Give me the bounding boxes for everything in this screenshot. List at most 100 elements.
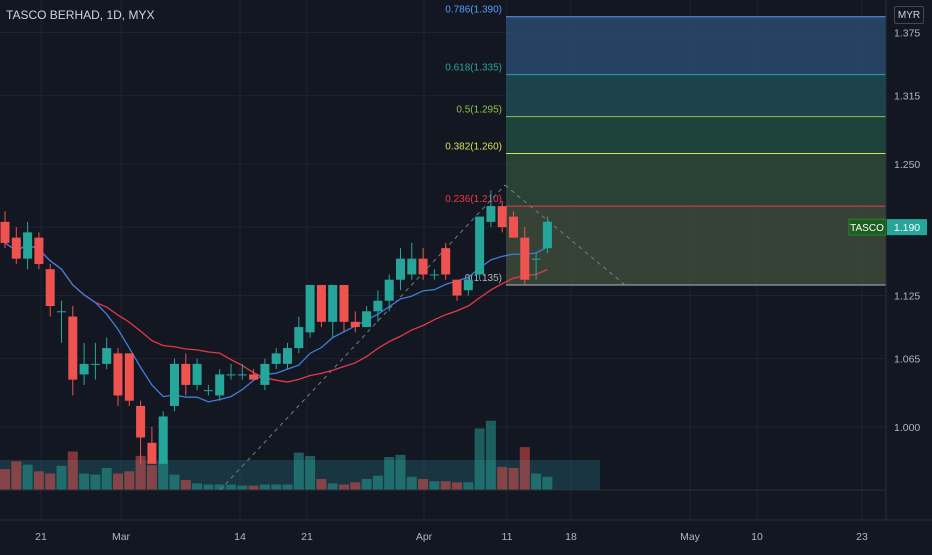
candle-body [68, 316, 78, 380]
y-tick-label: 1.250 [894, 159, 920, 171]
candle-body [226, 374, 236, 376]
candle-body [237, 374, 247, 376]
candle-body [11, 237, 21, 259]
volume-bar [316, 479, 327, 490]
volume-bar [192, 483, 203, 490]
fib-zone [506, 74, 886, 117]
volume-bar [282, 484, 293, 490]
volume-bar [429, 481, 440, 490]
candle-body [441, 248, 451, 275]
volume-bar [508, 468, 519, 490]
volume-bar [203, 484, 214, 490]
x-tick-label: 14 [234, 531, 246, 543]
candle-body [90, 363, 100, 365]
candle-body [384, 279, 394, 301]
y-tick-label: 1.315 [894, 91, 920, 103]
volume-bar [169, 474, 180, 490]
volume-bar [67, 451, 78, 490]
volume-bar [79, 473, 90, 490]
volume-bar [45, 473, 56, 490]
candle-body [215, 374, 225, 396]
candle-body [0, 221, 10, 243]
y-tick-label: 1.375 [894, 28, 920, 40]
trend-line [504, 184, 626, 286]
chart-title: TASCO BERHAD, 1D, MYX [6, 8, 155, 22]
candle-body [249, 374, 259, 380]
fib-zone [506, 206, 886, 285]
volume-bar [531, 473, 542, 490]
volume-bar [361, 479, 372, 490]
volume-bar [463, 482, 474, 490]
candle-body [57, 311, 66, 313]
candle-body [181, 363, 191, 385]
candle-body [373, 300, 383, 312]
symbol-tag [848, 218, 887, 236]
volume-bar [384, 457, 395, 490]
volume-bar [237, 485, 248, 490]
candle-body [136, 405, 146, 438]
x-tick-label: 18 [565, 531, 577, 543]
candle-body [147, 442, 157, 464]
y-tick-label: 1.125 [894, 291, 920, 303]
candle-body [520, 237, 530, 280]
volume-bar [101, 468, 112, 490]
candle-body [486, 206, 496, 222]
volume-bar [22, 464, 33, 490]
fib-level-label: 0(1.135) [465, 273, 502, 284]
fib-level-label: 0.382(1.260) [445, 141, 502, 152]
volume-bar [259, 484, 270, 490]
volume-bar [214, 484, 225, 490]
x-tick-label: May [680, 531, 701, 543]
volume-bar [474, 428, 485, 490]
volume-bar [11, 461, 22, 490]
fib-zone [506, 116, 886, 154]
volume-bar [158, 462, 169, 490]
volume-bar [519, 447, 530, 490]
candle-body [350, 321, 360, 328]
candle-body [418, 258, 428, 275]
candle-body [34, 237, 44, 264]
candle-body [271, 353, 281, 364]
currency-button[interactable]: MYR [894, 6, 924, 24]
volume-bar [146, 465, 157, 490]
candle-body [170, 363, 179, 406]
candle-body [283, 348, 292, 364]
volume-bar [135, 455, 146, 490]
x-tick-label: Apr [416, 531, 433, 543]
x-tick-label: 21 [301, 531, 313, 543]
candle-body [475, 216, 485, 275]
volume-bar [0, 469, 10, 490]
volume-bar [440, 481, 451, 490]
volume-bar [180, 480, 191, 490]
candle-body [542, 221, 552, 249]
volume-bar [90, 474, 101, 490]
volume-bar [33, 471, 44, 490]
y-tick-label: 1.065 [894, 354, 920, 366]
candle-body [45, 269, 55, 307]
x-tick-label: 11 [502, 531, 513, 543]
volume-bar [395, 454, 406, 490]
candle-body [23, 232, 33, 259]
candle-body [396, 258, 405, 280]
volume-bar [305, 455, 316, 490]
candle-body [362, 311, 372, 328]
candle-body [124, 353, 134, 401]
symbol-tag-label: TASCO [850, 223, 884, 234]
volume-bar [293, 452, 304, 490]
volume-bar [226, 484, 236, 490]
candle-body [429, 274, 439, 276]
candle-body [407, 258, 417, 275]
volume-bar [339, 484, 349, 490]
candle-body [192, 363, 202, 385]
volume-bar [248, 485, 259, 490]
candle-body [79, 363, 89, 375]
last-price-label: 1.190 [894, 222, 920, 234]
fib-level-label: 0.618(1.335) [445, 63, 502, 74]
candle-body [294, 327, 304, 349]
y-axis-panel [886, 0, 932, 550]
candle-body [260, 363, 270, 385]
candle-body [158, 416, 168, 464]
candle-body [497, 206, 507, 228]
